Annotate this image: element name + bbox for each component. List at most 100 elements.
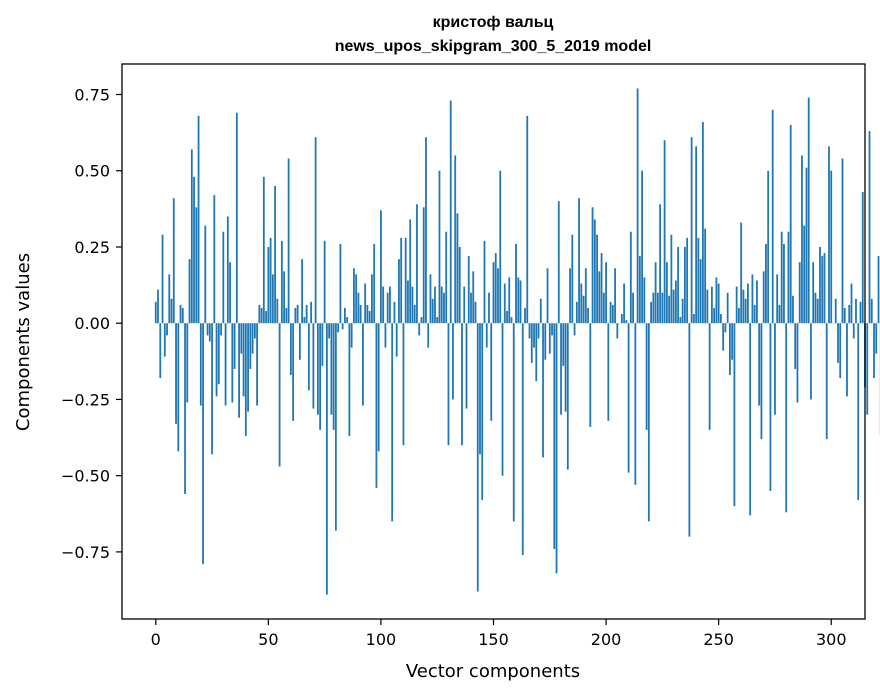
bar	[506, 311, 508, 324]
bar	[584, 268, 587, 324]
bar	[517, 277, 520, 324]
bar	[443, 292, 445, 324]
bar	[551, 323, 553, 336]
bar	[819, 246, 821, 324]
bar	[283, 271, 286, 324]
bar	[733, 323, 736, 507]
bar	[535, 323, 538, 382]
bar	[431, 298, 434, 324]
bar	[278, 323, 281, 467]
bar	[472, 271, 475, 324]
plot-frame	[121, 63, 866, 620]
bar	[866, 323, 869, 415]
bar	[823, 253, 826, 324]
bar	[344, 307, 346, 324]
bar	[389, 286, 391, 324]
x-tick-label: 200	[591, 630, 622, 649]
bar	[695, 146, 698, 324]
bar	[240, 323, 243, 354]
bar	[166, 323, 168, 336]
bar	[503, 283, 506, 324]
bar	[810, 323, 812, 400]
bar	[688, 323, 691, 537]
bar	[665, 262, 668, 324]
bar	[620, 314, 623, 324]
bar	[163, 323, 166, 357]
bar	[244, 323, 247, 437]
bar	[762, 271, 765, 324]
bar	[609, 301, 612, 324]
bar	[413, 304, 416, 324]
bar	[310, 301, 313, 324]
bar	[269, 237, 272, 324]
bar	[328, 323, 331, 339]
bar	[627, 323, 630, 473]
bar	[267, 246, 270, 324]
bar	[366, 304, 369, 324]
bar	[515, 243, 517, 324]
bar	[780, 231, 783, 324]
bar	[175, 323, 177, 424]
bar	[690, 137, 693, 324]
y-axis-label: Components values	[13, 253, 34, 431]
bar	[668, 295, 671, 324]
bar	[564, 323, 567, 412]
bar	[652, 292, 655, 324]
bar	[825, 323, 828, 440]
bar	[521, 323, 524, 555]
bar	[528, 323, 531, 339]
bar	[253, 323, 256, 339]
bar	[850, 283, 853, 324]
bar	[875, 323, 878, 354]
bar	[546, 268, 549, 324]
bar	[217, 323, 220, 385]
bar	[663, 140, 666, 324]
bar	[769, 323, 772, 491]
bar	[154, 301, 157, 324]
bar	[740, 222, 743, 324]
bar	[483, 240, 486, 324]
bar	[596, 234, 598, 324]
bar	[656, 292, 659, 324]
bar	[368, 311, 371, 324]
bar	[638, 256, 641, 324]
bar	[751, 274, 754, 324]
bar	[598, 271, 601, 324]
bar	[855, 298, 857, 324]
bar	[654, 262, 657, 324]
bar	[713, 307, 716, 324]
bar	[803, 225, 806, 324]
bar	[195, 207, 198, 324]
bar	[798, 262, 801, 324]
bar	[636, 88, 639, 324]
bar	[330, 323, 333, 415]
bar	[346, 317, 349, 324]
bar	[384, 323, 387, 348]
bar	[792, 295, 794, 324]
bar	[738, 307, 740, 324]
bar	[560, 323, 562, 415]
bar	[512, 323, 515, 522]
bar	[711, 286, 713, 324]
bar	[623, 283, 625, 324]
bar	[190, 149, 193, 324]
bar	[395, 323, 398, 357]
bar	[846, 323, 848, 397]
bar	[843, 307, 846, 324]
bar	[220, 323, 222, 336]
bar	[877, 256, 880, 324]
bar	[411, 286, 414, 324]
bar	[357, 292, 360, 324]
bar	[697, 237, 700, 324]
bar	[701, 121, 704, 324]
bar	[778, 304, 781, 324]
x-tick-label: 300	[816, 630, 847, 649]
bar	[841, 158, 844, 324]
bar	[771, 109, 774, 324]
bar	[449, 100, 452, 324]
bar	[677, 246, 680, 324]
bar	[280, 240, 283, 324]
bar	[683, 246, 686, 324]
bar	[467, 256, 470, 324]
